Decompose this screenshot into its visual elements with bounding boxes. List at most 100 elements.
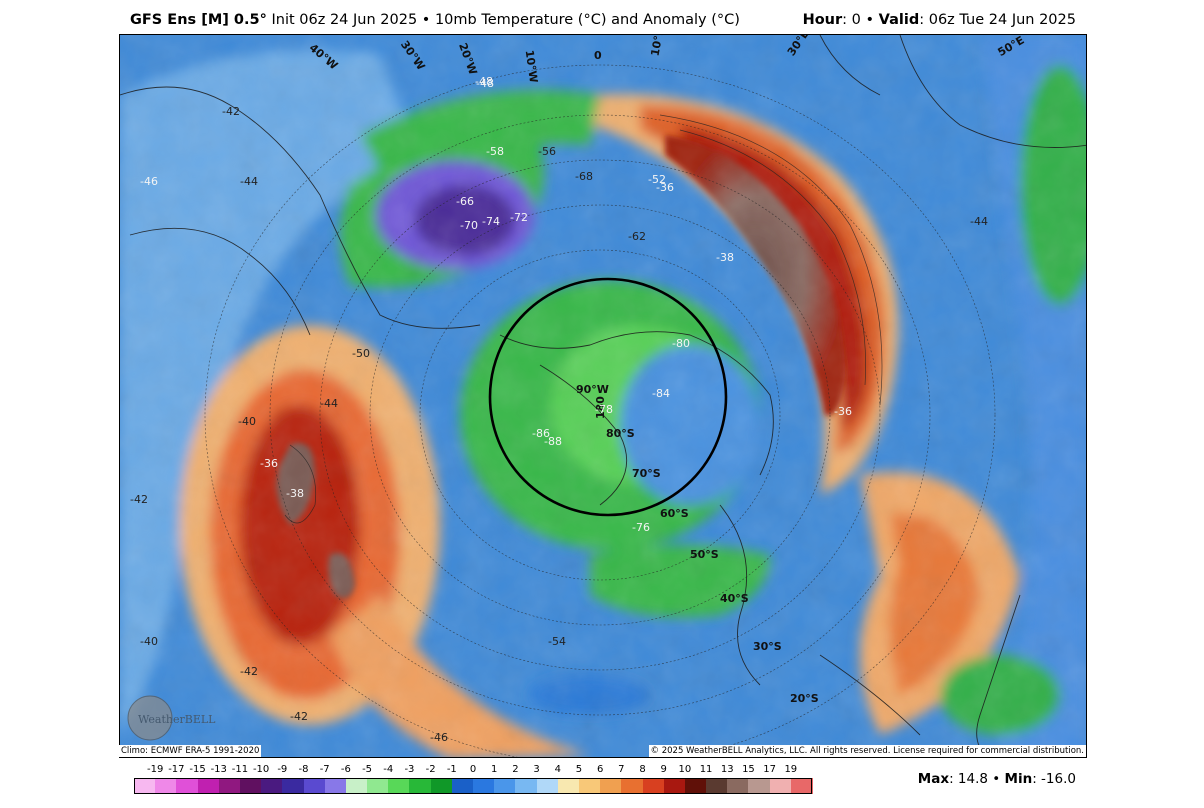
lat-label-40s: 40°S [720, 592, 749, 605]
colorbar-label: 8 [639, 764, 646, 775]
hour-label: Hour [802, 12, 843, 28]
polar-circle [488, 277, 728, 517]
contour-label: -48 [476, 77, 494, 90]
colorbar-swatch [769, 778, 792, 794]
contour-label: -36 [260, 457, 278, 470]
colorbar-label: 7 [618, 764, 625, 775]
colorbar-swatch [748, 778, 771, 794]
colorbar-label: -4 [383, 764, 394, 775]
colorbar-swatch [388, 778, 410, 794]
map-title: GFS Ens [M] 0.5° Init 06z 24 Jun 2025 • … [130, 12, 740, 28]
contour-label: -80 [672, 337, 690, 350]
colorbar-swatch [239, 778, 262, 794]
contour-label: -84 [652, 387, 670, 400]
valid-value: : 06z Tue 24 Jun 2025 [919, 12, 1076, 28]
contour-label: -68 [575, 170, 593, 183]
colorbar-label: 15 [742, 764, 755, 775]
colorbar-swatch [642, 778, 665, 794]
colorbar-label: 17 [763, 764, 776, 775]
contour-label: -44 [320, 397, 338, 410]
colorbar-label: -5 [362, 764, 373, 775]
contour-label: -42 [290, 710, 308, 723]
lat-label-60s: 60°S [660, 507, 689, 520]
contour-label: -44 [970, 215, 988, 228]
separator: • [421, 12, 431, 28]
colorbar-swatch [345, 778, 368, 794]
separator: • [865, 12, 875, 28]
contour-label: -56 [538, 145, 556, 158]
lat-label-70s: 70°S [632, 467, 661, 480]
contour-label: -52 [648, 173, 666, 186]
valid-label: Valid [878, 12, 920, 28]
colorbar-label: 5 [575, 764, 583, 775]
min-label: Min [1004, 771, 1033, 787]
colorbar-swatch [324, 778, 347, 794]
colorbar-label: 1 [491, 764, 498, 775]
contour-label: -42 [222, 105, 240, 118]
contour-label: -48 [475, 75, 493, 88]
colorbar-swatch [600, 778, 622, 794]
colorbar-label: -6 [340, 764, 351, 775]
lat-label-30s: 30°S [753, 640, 782, 653]
colorbar-label: 2 [512, 764, 519, 775]
contour-label: -44 [240, 175, 258, 188]
contour-label: -38 [716, 251, 734, 264]
colorbar-swatch [197, 778, 220, 794]
colorbar-swatch [176, 778, 199, 794]
contour-label: -76 [632, 521, 650, 534]
lat-label-180: 180 [594, 396, 607, 419]
degree-symbol: ° [259, 12, 267, 28]
colorbar-swatch [451, 778, 474, 794]
colorbar-label: -9 [277, 764, 288, 775]
contour-label: -74 [482, 215, 500, 228]
colorbar-swatch [134, 778, 156, 794]
contour-label: -42 [130, 493, 148, 506]
colorbar-label: -19 [147, 764, 164, 775]
colorbar-swatch [515, 778, 538, 794]
colorbar-swatch [621, 778, 643, 794]
svg-text:WeatherBELL: WeatherBELL [138, 713, 216, 726]
lat-label-50s: 50°S [690, 548, 719, 561]
max-min-stats: Max: 14.8 • Min: -16.0 [918, 771, 1076, 787]
map-canvas: 90°W 180 80°S 70°S 60°S 50°S 40°S 30°S 2… [120, 35, 1086, 757]
colorbar-swatch [684, 778, 707, 794]
colorbar-swatch [409, 778, 432, 794]
lat-label-20s: 20°S [790, 692, 819, 705]
max-value: : 14.8 [949, 771, 988, 787]
contour-label: -42 [240, 665, 258, 678]
colorbar-swatch [706, 778, 728, 794]
colorbar-label: 19 [784, 764, 798, 775]
separator: • [992, 771, 1001, 787]
colorbar-swatch [578, 778, 601, 794]
contour-label: -66 [456, 195, 474, 208]
colorbar-swatch [282, 778, 304, 794]
colorbar-swatch [727, 778, 749, 794]
colorbar-label: 10 [678, 764, 692, 775]
contour-label: -72 [510, 211, 528, 224]
valid-time: Hour: 0 • Valid: 06z Tue 24 Jun 2025 [803, 12, 1076, 28]
temperature-anomaly-map[interactable]: 90°W 180 80°S 70°S 60°S 50°S 40°S 30°S 2… [119, 34, 1087, 758]
colorbar-label: -8 [298, 764, 309, 775]
contour-label: -46 [140, 175, 158, 188]
min-value: : -16.0 [1032, 771, 1076, 787]
colorbar-swatch [790, 778, 813, 794]
product-name: 10mb Temperature (°C) and Anomaly (°C) [434, 12, 740, 28]
colorbar-label: -1 [446, 764, 457, 775]
colorbar-swatch [473, 778, 495, 794]
init-time: Init 06z 24 Jun 2025 [271, 12, 418, 28]
colorbar-label: -17 [168, 764, 185, 775]
colorbar-swatch [663, 778, 686, 794]
colorbar-label: -3 [404, 764, 415, 775]
colorbar-swatch [218, 778, 241, 794]
colorbar-swatch [557, 778, 580, 794]
climo-credit: Climo: ECMWF ERA-5 1991-2020 [119, 745, 262, 757]
colorbar-label: -10 [252, 764, 270, 775]
colorbar-swatch [261, 778, 283, 794]
contour-label: -86 [532, 427, 550, 440]
contour-label: -40 [238, 415, 256, 428]
contour-label: -40 [140, 635, 158, 648]
colorbar-swatch [494, 778, 516, 794]
contour-label: -70 [460, 219, 478, 232]
colorbar-swatch [155, 778, 177, 794]
colorbar-label: 0 [469, 764, 477, 775]
